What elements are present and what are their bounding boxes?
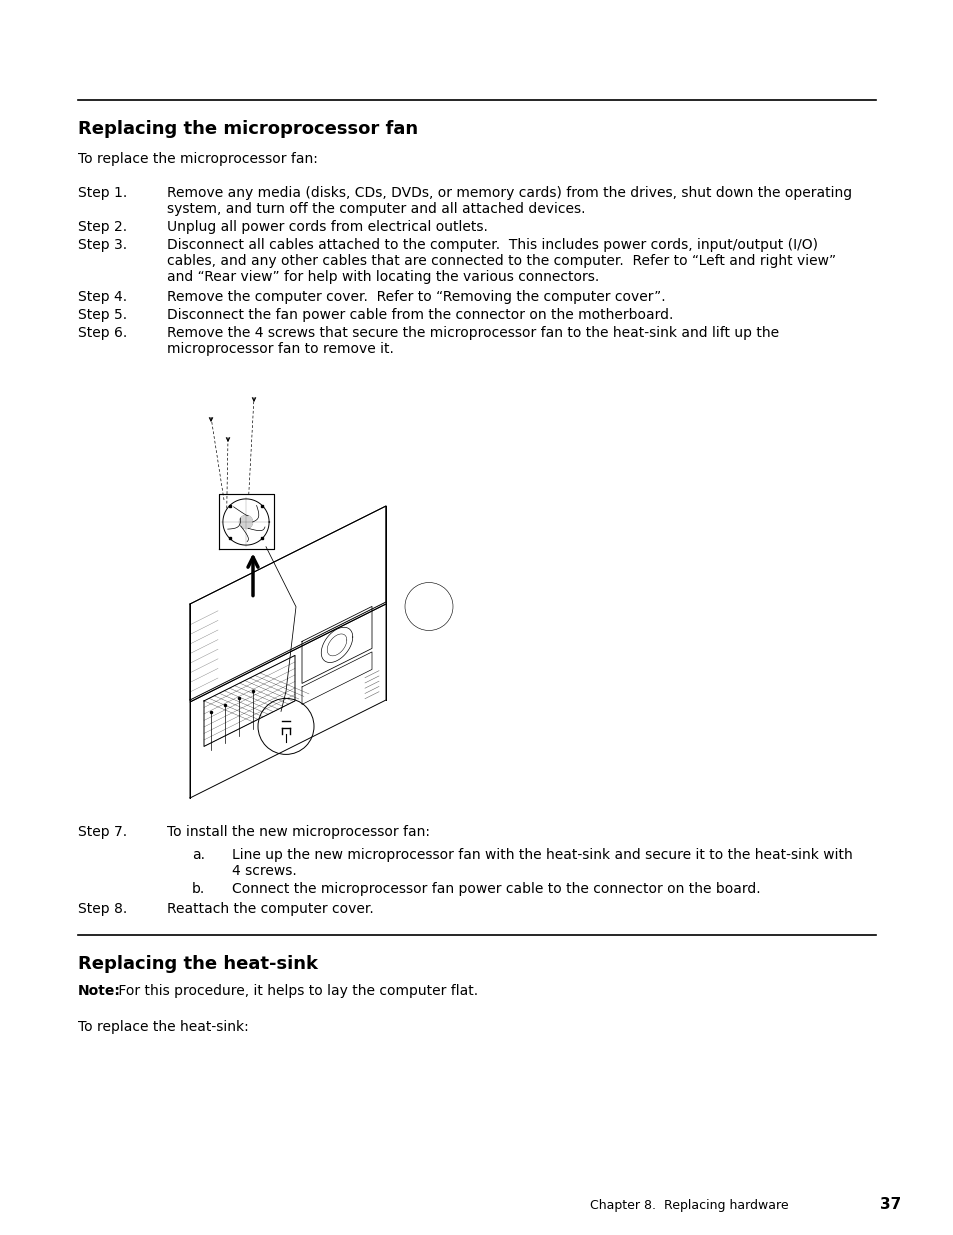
Text: To install the new microprocessor fan:: To install the new microprocessor fan:	[167, 825, 430, 839]
Text: Step 4.: Step 4.	[78, 290, 127, 304]
Text: Line up the new microprocessor fan with the heat-sink and secure it to the heat-: Line up the new microprocessor fan with …	[232, 848, 852, 878]
Text: Reattach the computer cover.: Reattach the computer cover.	[167, 902, 374, 916]
Text: Step 7.: Step 7.	[78, 825, 127, 839]
Text: Step 5.: Step 5.	[78, 308, 127, 322]
Text: a.: a.	[192, 848, 205, 862]
Text: Step 8.: Step 8.	[78, 902, 127, 916]
Text: Replacing the heat-sink: Replacing the heat-sink	[78, 955, 317, 973]
Text: Unplug all power cords from electrical outlets.: Unplug all power cords from electrical o…	[167, 220, 487, 233]
Text: Chapter 8.  Replacing hardware: Chapter 8. Replacing hardware	[589, 1199, 788, 1212]
Text: To replace the heat-sink:: To replace the heat-sink:	[78, 1020, 249, 1034]
Text: Replacing the microprocessor fan: Replacing the microprocessor fan	[78, 120, 417, 138]
Text: Step 6.: Step 6.	[78, 326, 127, 340]
Text: Disconnect the fan power cable from the connector on the motherboard.: Disconnect the fan power cable from the …	[167, 308, 673, 322]
Text: b.: b.	[192, 882, 205, 897]
Text: To replace the microprocessor fan:: To replace the microprocessor fan:	[78, 152, 317, 165]
Text: Step 2.: Step 2.	[78, 220, 127, 233]
Text: Connect the microprocessor fan power cable to the connector on the board.: Connect the microprocessor fan power cab…	[232, 882, 760, 897]
Text: Disconnect all cables attached to the computer.  This includes power cords, inpu: Disconnect all cables attached to the co…	[167, 238, 835, 284]
Text: Step 1.: Step 1.	[78, 186, 127, 200]
Circle shape	[239, 515, 253, 529]
Text: Note:: Note:	[78, 984, 121, 998]
Text: Remove the 4 screws that secure the microprocessor fan to the heat-sink and lift: Remove the 4 screws that secure the micr…	[167, 326, 779, 356]
Text: Remove the computer cover.  Refer to “Removing the computer cover”.: Remove the computer cover. Refer to “Rem…	[167, 290, 665, 304]
Text: For this procedure, it helps to lay the computer flat.: For this procedure, it helps to lay the …	[113, 984, 477, 998]
Text: Remove any media (disks, CDs, DVDs, or memory cards) from the drives, shut down : Remove any media (disks, CDs, DVDs, or m…	[167, 186, 851, 216]
Text: Step 3.: Step 3.	[78, 238, 127, 252]
Text: 37: 37	[879, 1197, 901, 1212]
